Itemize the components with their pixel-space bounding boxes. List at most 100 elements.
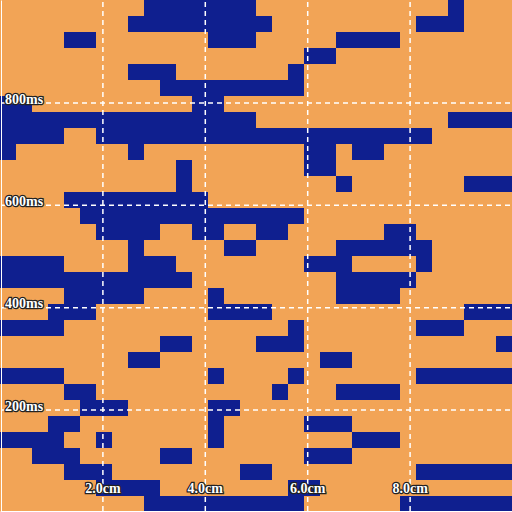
- heat-cell: [112, 16, 128, 32]
- heat-cell: [304, 240, 320, 256]
- heat-cell: [432, 304, 448, 320]
- heat-cell: [240, 480, 256, 496]
- heat-cell: [288, 80, 304, 96]
- heat-cell: [0, 496, 16, 512]
- heat-cell: [496, 96, 512, 112]
- heat-cell: [432, 32, 448, 48]
- heat-cell: [352, 496, 368, 512]
- heat-cell: [240, 224, 256, 240]
- heat-cell: [112, 208, 128, 224]
- heat-cell: [224, 240, 240, 256]
- heat-cell: [128, 320, 144, 336]
- heat-cell: [208, 368, 224, 384]
- heat-cell: [96, 32, 112, 48]
- heat-cell: [208, 96, 224, 112]
- heat-cell: [240, 0, 256, 16]
- heat-cell: [384, 272, 400, 288]
- heat-cell: [80, 432, 96, 448]
- heat-cell: [368, 384, 384, 400]
- heat-cell: [336, 16, 352, 32]
- heat-cell: [256, 160, 272, 176]
- heat-cell: [384, 208, 400, 224]
- heat-cell: [176, 96, 192, 112]
- heat-cell: [48, 0, 64, 16]
- heat-cell: [352, 128, 368, 144]
- heat-cell: [352, 384, 368, 400]
- heat-cell: [304, 224, 320, 240]
- heat-cell: [320, 96, 336, 112]
- heat-cell: [288, 0, 304, 16]
- heat-cell: [16, 496, 32, 512]
- heat-cell: [464, 32, 480, 48]
- heat-cell: [48, 432, 64, 448]
- heat-cell: [256, 80, 272, 96]
- heat-cell: [416, 464, 432, 480]
- heat-cell: [304, 384, 320, 400]
- heat-cell: [480, 400, 496, 416]
- heat-cell: [480, 224, 496, 240]
- heat-cell: [384, 112, 400, 128]
- heat-cell: [432, 144, 448, 160]
- heat-cell: [432, 432, 448, 448]
- heat-cell: [144, 320, 160, 336]
- heat-cell: [112, 288, 128, 304]
- heat-cell: [80, 32, 96, 48]
- heat-cell: [352, 448, 368, 464]
- heat-cell: [288, 112, 304, 128]
- heat-cell: [448, 432, 464, 448]
- heat-cell: [400, 176, 416, 192]
- heat-cell: [304, 128, 320, 144]
- heat-cell: [416, 176, 432, 192]
- heat-cell: [0, 112, 16, 128]
- heat-cell: [64, 96, 80, 112]
- heat-cell: [496, 144, 512, 160]
- heat-cell: [128, 0, 144, 16]
- heat-cell: [400, 336, 416, 352]
- y-grid-line: [1, 307, 512, 309]
- heat-cell: [320, 400, 336, 416]
- heat-cell: [48, 144, 64, 160]
- heat-cell: [128, 368, 144, 384]
- heat-cell: [352, 176, 368, 192]
- heat-cell: [224, 48, 240, 64]
- heat-cell: [80, 256, 96, 272]
- heat-cell: [256, 256, 272, 272]
- heat-cell: [368, 64, 384, 80]
- heat-cell: [464, 464, 480, 480]
- heat-cell: [320, 224, 336, 240]
- heat-cell: [480, 64, 496, 80]
- heat-cell: [96, 368, 112, 384]
- heat-cell: [496, 112, 512, 128]
- heat-cell: [16, 448, 32, 464]
- x-tick-label: 8.0cm: [392, 481, 428, 496]
- heat-cell: [320, 448, 336, 464]
- heat-cell: [256, 176, 272, 192]
- heat-cell: [32, 0, 48, 16]
- heat-cell: [496, 240, 512, 256]
- heat-cell: [320, 112, 336, 128]
- heat-cell: [272, 288, 288, 304]
- heat-cell: [336, 32, 352, 48]
- heat-cell: [384, 320, 400, 336]
- heat-cell: [144, 128, 160, 144]
- heat-cell: [64, 352, 80, 368]
- heat-cell: [336, 368, 352, 384]
- heat-cell: [208, 288, 224, 304]
- heat-cell: [144, 448, 160, 464]
- heat-cell: [176, 384, 192, 400]
- heat-cell: [256, 448, 272, 464]
- heat-cell: [352, 368, 368, 384]
- heat-cell: [304, 416, 320, 432]
- heat-cell: [368, 144, 384, 160]
- heat-cell: [368, 16, 384, 32]
- heat-cell: [160, 224, 176, 240]
- heat-cell: [480, 176, 496, 192]
- heat-cell: [112, 256, 128, 272]
- heat-cell: [64, 256, 80, 272]
- heat-cell: [224, 448, 240, 464]
- heat-cell: [208, 496, 224, 512]
- heat-cell: [448, 0, 464, 16]
- heat-cell: [112, 0, 128, 16]
- heat-cell: [96, 384, 112, 400]
- heat-cell: [112, 464, 128, 480]
